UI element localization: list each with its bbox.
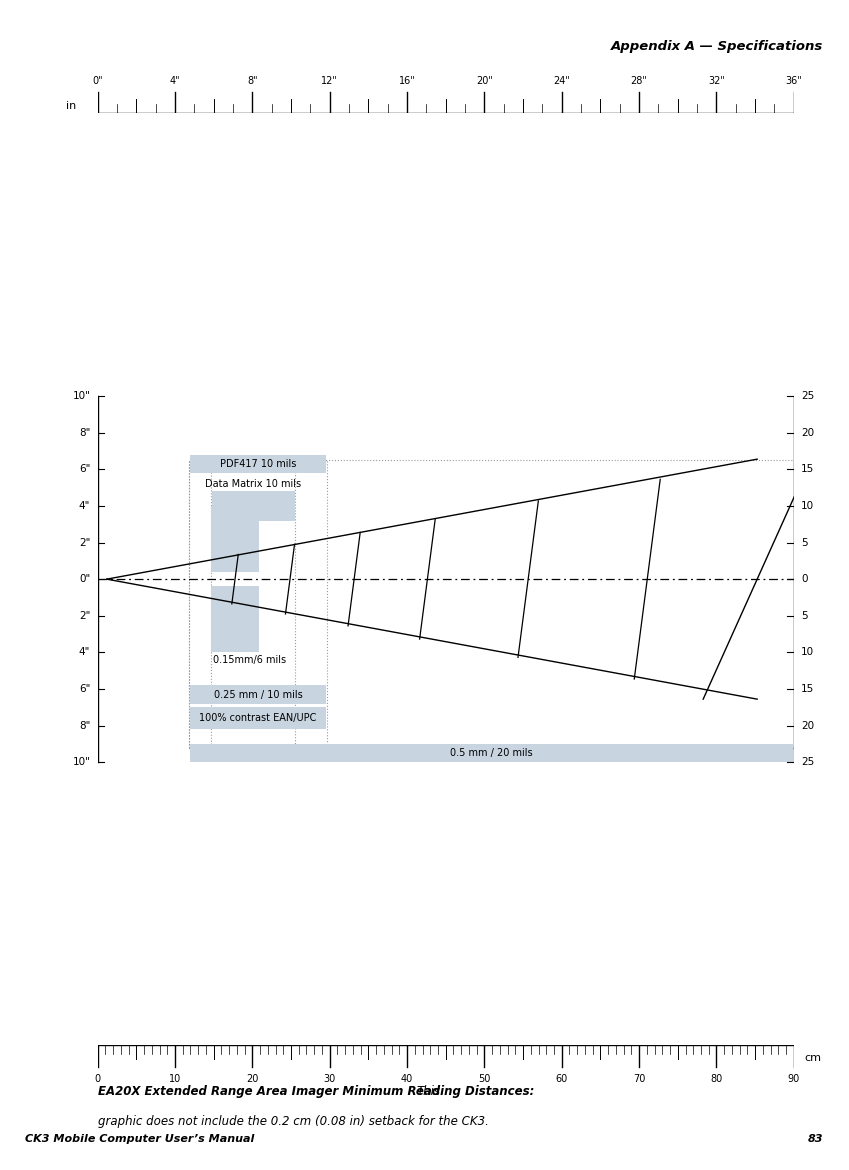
Text: 20: 20	[246, 1074, 259, 1085]
Text: 10: 10	[801, 501, 814, 511]
Text: cm: cm	[804, 1053, 821, 1062]
Text: 10: 10	[169, 1074, 181, 1085]
Bar	[190, 708, 326, 729]
Text: 15: 15	[801, 464, 814, 474]
Text: 6": 6"	[79, 464, 90, 474]
Bar	[189, 460, 794, 748]
Text: 20": 20"	[476, 76, 492, 87]
Text: 30: 30	[323, 1074, 336, 1085]
Text: 10: 10	[801, 647, 814, 658]
Text: 10": 10"	[72, 757, 90, 768]
Text: CK3 Mobile Computer User’s Manual: CK3 Mobile Computer User’s Manual	[25, 1134, 255, 1144]
Text: 24": 24"	[554, 76, 571, 87]
Text: 12": 12"	[321, 76, 338, 87]
Text: 0: 0	[801, 574, 807, 584]
Bar	[190, 744, 793, 763]
Text: 0": 0"	[79, 574, 90, 584]
Text: 40: 40	[401, 1074, 413, 1085]
Bar	[211, 586, 259, 653]
Text: 36": 36"	[785, 76, 802, 87]
Text: 8": 8"	[247, 76, 257, 87]
Text: 60: 60	[555, 1074, 568, 1085]
Bar	[82, 569, 94, 590]
Text: Data Matrix 10 mils: Data Matrix 10 mils	[205, 480, 301, 489]
Bar	[190, 686, 326, 703]
Text: 8": 8"	[79, 721, 90, 731]
Text: 2": 2"	[79, 537, 90, 548]
Text: 2": 2"	[79, 611, 90, 621]
Text: in: in	[66, 101, 76, 111]
Text: 5: 5	[801, 537, 807, 548]
Text: 80: 80	[711, 1074, 722, 1085]
Bar	[212, 491, 295, 521]
Text: 20: 20	[801, 427, 814, 438]
Text: 90: 90	[788, 1074, 800, 1085]
Bar	[190, 455, 326, 473]
Text: 0.15mm/6 mils: 0.15mm/6 mils	[213, 655, 286, 666]
Bar	[211, 505, 259, 572]
Text: 5: 5	[801, 611, 807, 621]
Text: Appendix A — Specifications: Appendix A — Specifications	[611, 40, 824, 53]
Text: 32": 32"	[708, 76, 725, 87]
Text: This: This	[416, 1085, 440, 1097]
Text: 6": 6"	[79, 684, 90, 694]
Text: 25: 25	[801, 391, 814, 401]
Text: EA20X Extended Range Area Imager Minimum Reading Distances:: EA20X Extended Range Area Imager Minimum…	[98, 1085, 534, 1097]
Text: 4": 4"	[170, 76, 180, 87]
Text: 83: 83	[808, 1134, 824, 1144]
Text: 20: 20	[801, 721, 814, 731]
Text: 8": 8"	[79, 427, 90, 438]
Text: 70: 70	[633, 1074, 645, 1085]
Bar	[211, 460, 295, 748]
Bar	[189, 460, 327, 748]
Text: 10": 10"	[72, 391, 90, 401]
Text: 0.5 mm / 20 mils: 0.5 mm / 20 mils	[450, 748, 533, 758]
Text: 100% contrast EAN/UPC: 100% contrast EAN/UPC	[200, 714, 317, 723]
Text: 4": 4"	[79, 501, 90, 511]
Text: 15: 15	[801, 684, 814, 694]
Text: 0": 0"	[93, 76, 103, 87]
Text: 4": 4"	[79, 647, 90, 658]
Text: 50: 50	[478, 1074, 491, 1085]
Text: 28": 28"	[631, 76, 648, 87]
Text: 16": 16"	[399, 76, 415, 87]
Text: PDF417 10 mils: PDF417 10 mils	[220, 459, 296, 469]
Text: 0.25 mm / 10 mils: 0.25 mm / 10 mils	[214, 689, 302, 700]
Text: graphic does not include the 0.2 cm (0.08 in) setback for the CK3.: graphic does not include the 0.2 cm (0.0…	[98, 1115, 488, 1128]
Text: 0: 0	[94, 1074, 101, 1085]
Text: 25: 25	[801, 757, 814, 768]
